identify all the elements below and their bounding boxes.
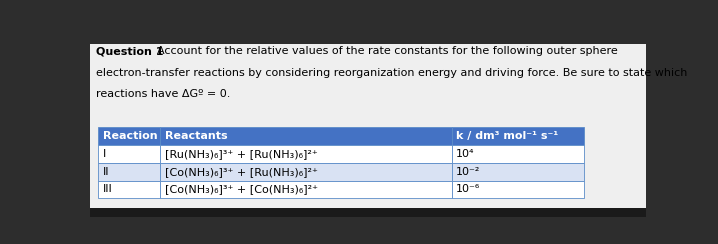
Text: [Ru(NH₃)₆]³⁺ + [Ru(NH₃)₆]²⁺: [Ru(NH₃)₆]³⁺ + [Ru(NH₃)₆]²⁺ xyxy=(164,149,317,159)
Text: II: II xyxy=(103,167,109,177)
Bar xyxy=(160,145,452,163)
Text: Account for the relative values of the rate constants for the following outer sp: Account for the relative values of the r… xyxy=(157,46,617,56)
Bar xyxy=(452,127,584,145)
Bar xyxy=(98,163,160,181)
Bar xyxy=(160,163,452,181)
Text: III: III xyxy=(103,184,112,194)
Text: Reaction: Reaction xyxy=(103,131,157,141)
Bar xyxy=(160,181,452,198)
Bar xyxy=(452,181,584,198)
Bar xyxy=(452,145,584,163)
Bar xyxy=(98,127,160,145)
Text: electron-transfer reactions by considering reorganization energy and driving for: electron-transfer reactions by consideri… xyxy=(96,68,688,78)
Text: reactions have ΔGº = 0.: reactions have ΔGº = 0. xyxy=(96,89,230,99)
Text: 10⁻⁶: 10⁻⁶ xyxy=(456,184,480,194)
Bar xyxy=(98,181,160,198)
Text: 10⁻²: 10⁻² xyxy=(456,167,480,177)
Bar xyxy=(160,127,452,145)
Text: Reactants: Reactants xyxy=(164,131,227,141)
Text: k / dm³ mol⁻¹ s⁻¹: k / dm³ mol⁻¹ s⁻¹ xyxy=(456,131,559,141)
Bar xyxy=(98,145,160,163)
Text: I: I xyxy=(103,149,106,159)
Bar xyxy=(90,208,646,217)
Text: [Co(NH₃)₆]³⁺ + [Ru(NH₃)₆]²⁺: [Co(NH₃)₆]³⁺ + [Ru(NH₃)₆]²⁺ xyxy=(164,167,317,177)
Text: [Co(NH₃)₆]³⁺ + [Co(NH₃)₆]²⁺: [Co(NH₃)₆]³⁺ + [Co(NH₃)₆]²⁺ xyxy=(164,184,317,194)
Text: 10⁴: 10⁴ xyxy=(456,149,475,159)
Bar xyxy=(90,44,646,208)
Bar xyxy=(90,29,646,44)
Text: Question 1: Question 1 xyxy=(96,46,164,56)
Bar xyxy=(452,163,584,181)
